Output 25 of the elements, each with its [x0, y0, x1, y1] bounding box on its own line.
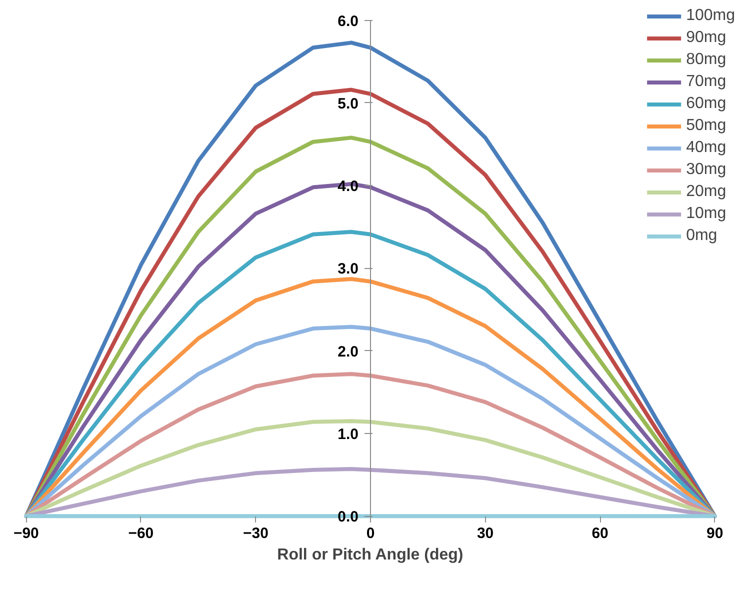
- legend-label: 90mg: [686, 28, 726, 48]
- x-tick-label: −90: [13, 525, 39, 542]
- x-tick-label: −60: [128, 525, 154, 542]
- x-tick-label: 90: [706, 525, 724, 542]
- legend-label: 50mg: [686, 116, 726, 136]
- x-tick-label: 60: [592, 525, 608, 542]
- y-tick-label: 6.0: [338, 12, 359, 30]
- y-tick-label: 5.0: [338, 95, 359, 112]
- x-tick-label: 30: [476, 525, 494, 542]
- legend-label: 100mg: [686, 6, 735, 26]
- legend-label: 30mg: [686, 160, 726, 180]
- legend-label: 80mg: [686, 50, 726, 70]
- y-tick-label: 1.0: [338, 426, 359, 443]
- legend-label: 40mg: [686, 138, 726, 158]
- x-tick-label: −30: [243, 525, 268, 542]
- legend-label: 60mg: [686, 94, 726, 114]
- y-tick-label: 3.0: [338, 260, 359, 278]
- legend-label: 0mg: [686, 226, 718, 246]
- x-axis-title: Roll or Pitch Angle (deg): [277, 546, 464, 564]
- legend-label: 70mg: [686, 72, 726, 92]
- legend-label: 10mg: [686, 204, 726, 224]
- y-tick-label: 2.0: [338, 343, 359, 360]
- legend-label: 20mg: [686, 182, 726, 202]
- y-tick-label: 0.0: [338, 508, 359, 526]
- x-tick-label: 0: [366, 525, 375, 542]
